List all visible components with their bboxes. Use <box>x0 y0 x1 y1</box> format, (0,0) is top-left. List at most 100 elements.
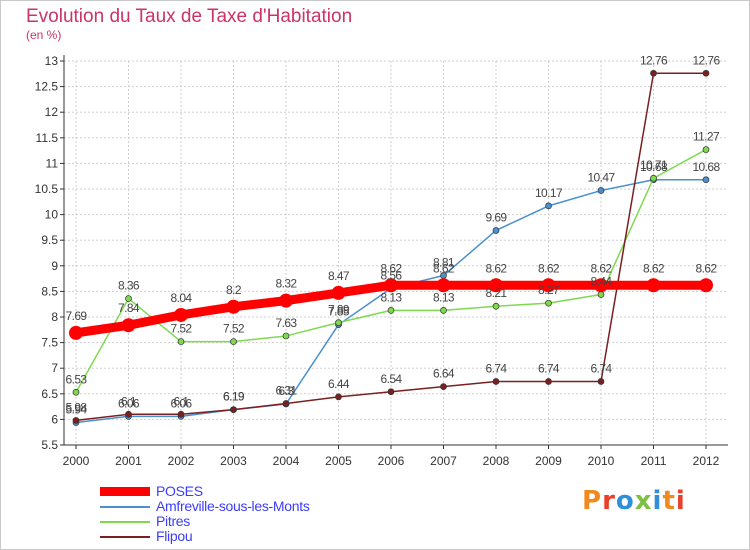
y-tick-label: 9 <box>51 259 58 273</box>
data-point-flipou <box>702 69 710 77</box>
data-label-amfreville-sous-les-monts: 6.06 <box>171 396 193 410</box>
x-tick-label: 2012 <box>693 454 720 468</box>
y-tick-label: 8 <box>51 310 58 324</box>
data-label-amfreville-sous-les-monts: 9.69 <box>486 210 508 224</box>
data-label-flipou: 5.98 <box>66 400 88 414</box>
data-label-flipou: 6.74 <box>486 362 508 376</box>
data-point-amfreville-sous-les-monts <box>702 176 710 184</box>
logo-letter: i <box>652 486 663 516</box>
data-point-flipou <box>650 69 657 77</box>
y-tick-label: 6 <box>51 412 58 426</box>
data-label-poses: 7.69 <box>66 309 88 323</box>
data-point-pitres <box>72 388 80 396</box>
data-point-flipou <box>72 417 80 424</box>
x-tick-label: 2000 <box>63 454 90 468</box>
data-label-poses: 8.47 <box>328 269 350 283</box>
data-point-flipou <box>125 410 132 418</box>
data-label-poses: 8.62 <box>486 261 508 275</box>
data-label-amfreville-sous-les-monts: 10.68 <box>640 160 668 174</box>
x-tick-label: 2001 <box>115 454 142 468</box>
data-label-pitres: 11.27 <box>693 130 720 144</box>
data-point-pitres <box>177 338 185 345</box>
y-tick-label: 11 <box>46 156 59 170</box>
data-point-poses <box>331 285 346 300</box>
data-label-pitres: 7.63 <box>276 316 298 330</box>
y-tick-label: 6.5 <box>41 387 58 401</box>
data-label-flipou: 6.44 <box>328 377 350 391</box>
logo-letter: r <box>602 486 616 516</box>
y-tick-label: 10.5 <box>35 182 59 196</box>
data-point-poses <box>436 278 451 293</box>
data-label-flipou: 6.74 <box>538 362 560 376</box>
data-label-pitres: 6.53 <box>66 372 88 386</box>
data-label-pitres: 8.27 <box>538 283 560 297</box>
data-point-pitres <box>545 299 552 307</box>
data-label-amfreville-sous-les-monts: 7.85 <box>328 305 350 319</box>
y-tick-label: 12.5 <box>35 80 59 94</box>
data-label-poses: 8.2 <box>226 283 242 297</box>
data-point-flipou <box>335 393 342 401</box>
x-tick-label: 2002 <box>168 454 195 468</box>
y-tick-label: 10 <box>45 208 59 222</box>
legend-label: Flipou <box>156 528 193 544</box>
data-label-amfreville-sous-les-monts: 6.19 <box>223 390 245 404</box>
data-label-poses: 8.32 <box>276 277 298 291</box>
legend-swatch <box>100 506 150 508</box>
x-tick-label: 2005 <box>325 454 352 468</box>
legend-label: Pitres <box>156 513 190 529</box>
x-tick-label: 2004 <box>273 454 300 468</box>
plot-area <box>64 61 728 445</box>
data-point-pitres <box>387 306 395 314</box>
proxiti-logo: Proxiti <box>582 486 686 516</box>
data-label-poses: 8.62 <box>538 261 560 275</box>
data-point-poses <box>646 278 661 293</box>
data-point-amfreville-sous-les-monts <box>545 202 552 210</box>
data-label-amfreville-sous-les-monts: 10.68 <box>692 160 720 174</box>
y-tick-label: 5.5 <box>41 438 58 452</box>
data-point-pitres <box>492 302 500 310</box>
data-label-poses: 8.62 <box>591 261 613 275</box>
chart-subtitle: (en %) <box>26 28 62 42</box>
y-tick-label: 8.5 <box>41 284 58 298</box>
x-tick-label: 2010 <box>588 454 615 468</box>
data-point-pitres <box>440 306 447 314</box>
data-point-poses <box>541 278 556 293</box>
y-tick-label: 7 <box>51 361 58 375</box>
data-point-pitres <box>282 332 290 340</box>
data-label-pitres: 8.13 <box>433 290 455 304</box>
data-point-flipou <box>597 378 605 385</box>
data-point-flipou <box>492 378 500 385</box>
data-point-pitres <box>230 338 237 345</box>
logo-letter: t <box>662 486 676 516</box>
x-tick-label: 2007 <box>430 454 457 468</box>
x-tick-label: 2011 <box>641 454 667 468</box>
data-point-amfreville-sous-les-monts <box>597 187 605 194</box>
data-point-amfreville-sous-les-monts <box>492 227 500 234</box>
data-label-amfreville-sous-les-monts: 5.94 <box>66 402 88 416</box>
data-label-pitres: 8.44 <box>591 274 613 288</box>
data-label-flipou: 6.1 <box>121 394 137 408</box>
y-tick-label: 7.5 <box>41 336 58 350</box>
legend-swatch <box>100 521 150 523</box>
legend-swatch <box>100 487 150 496</box>
chart-title: Evolution du Taux de Taxe d'Habitation <box>26 6 353 27</box>
data-label-pitres: 7.52 <box>171 322 193 336</box>
legend-swatch <box>100 536 150 538</box>
logo-letter: o <box>615 486 635 516</box>
data-label-poses: 8.04 <box>171 291 193 305</box>
data-label-pitres: 10.71 <box>640 158 668 172</box>
logo-letter: i <box>675 486 686 516</box>
data-label-amfreville-sous-les-monts: 6.06 <box>118 396 140 410</box>
data-label-flipou: 6.31 <box>276 384 298 398</box>
y-tick-label: 13 <box>45 54 59 68</box>
y-tick-label: 11.5 <box>36 131 59 145</box>
data-point-poses <box>699 278 713 293</box>
data-point-flipou <box>177 410 185 418</box>
data-label-poses: 8.62 <box>643 261 665 275</box>
data-point-poses <box>121 318 136 333</box>
x-tick-label: 2003 <box>220 454 247 468</box>
logo-letter: P <box>582 486 603 516</box>
data-point-flipou <box>282 400 290 407</box>
y-tick-label: 12 <box>45 105 59 119</box>
